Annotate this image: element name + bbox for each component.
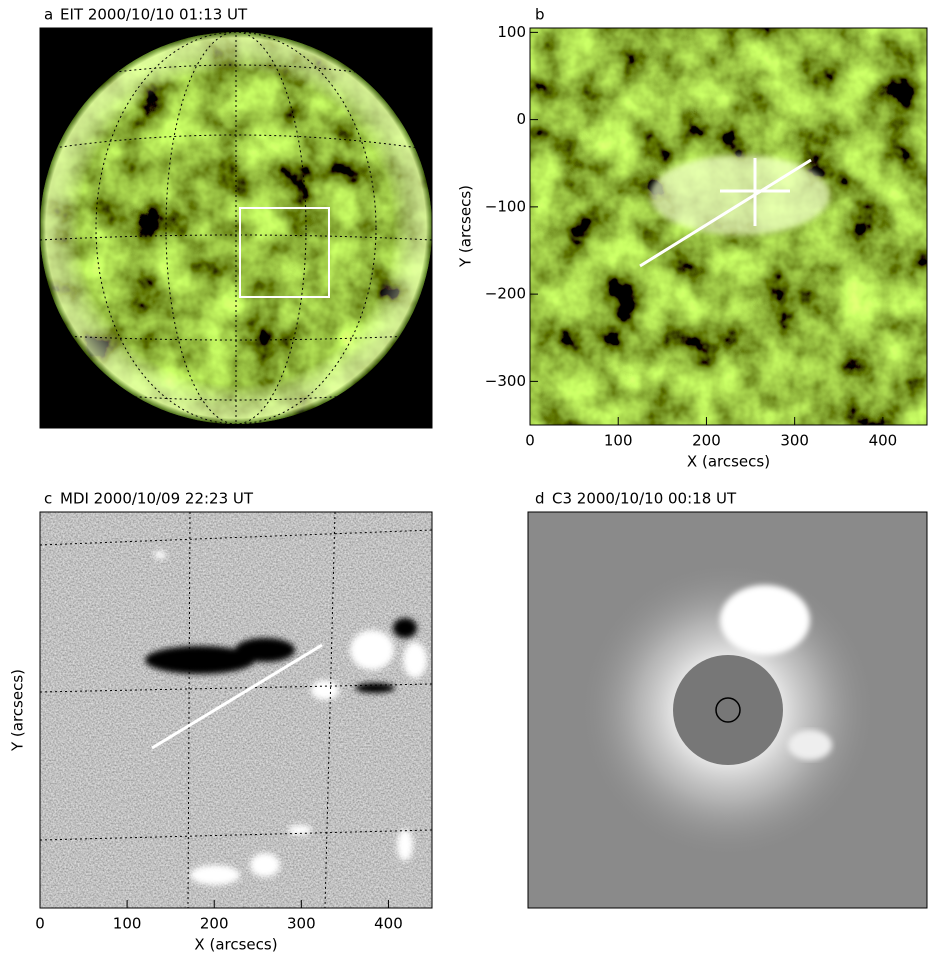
x-tick-label: 300 [780,432,809,450]
y-tick-label: 0 [516,110,526,128]
y-axis-label: Y (arcsecs) [457,185,475,268]
panel-title: C3 2000/10/10 00:18 UT [552,490,737,508]
y-tick-label: 100 [497,23,526,41]
panel-d: d C3 2000/10/10 00:18 UT [528,490,927,909]
x-tick-label: 400 [374,915,403,933]
y-tick-label: −300 [485,372,526,390]
panel-letter: b [535,6,545,24]
x-tick-label: 400 [869,432,898,450]
x-tick-label: 0 [525,432,535,450]
x-tick-label: 200 [200,915,229,933]
y-axis-label: Y (arcsecs) [9,669,27,752]
x-tick-label: 300 [287,915,316,933]
panel-letter: c [44,490,52,508]
x-tick-label: 100 [113,915,142,933]
x-tick-label: 200 [692,432,721,450]
occulter [673,655,783,765]
panel-letter: d [535,490,545,508]
figure: a EIT 2000/10/10 01:13 UT b [0,0,930,957]
panel-title: EIT 2000/10/10 01:13 UT [60,6,248,24]
panel-a: a EIT 2000/10/10 01:13 UT [40,6,432,429]
y-tick-label: −100 [485,197,526,215]
panel-c: c MDI 2000/10/09 22:23 UT [40,490,432,909]
panel-letter: a [44,6,53,24]
flare [650,155,830,235]
y-tick-label: −200 [485,285,526,303]
cme [788,730,832,760]
x-tick-label: 100 [604,432,633,450]
x-axis-label: X (arcsecs) [687,453,770,471]
image-c [40,512,432,908]
panel-b: b [530,6,927,426]
panel-title: MDI 2000/10/09 22:23 UT [60,490,254,508]
x-axis-label: X (arcsecs) [194,936,277,954]
x-tick-label: 0 [35,915,45,933]
cme [720,585,810,655]
